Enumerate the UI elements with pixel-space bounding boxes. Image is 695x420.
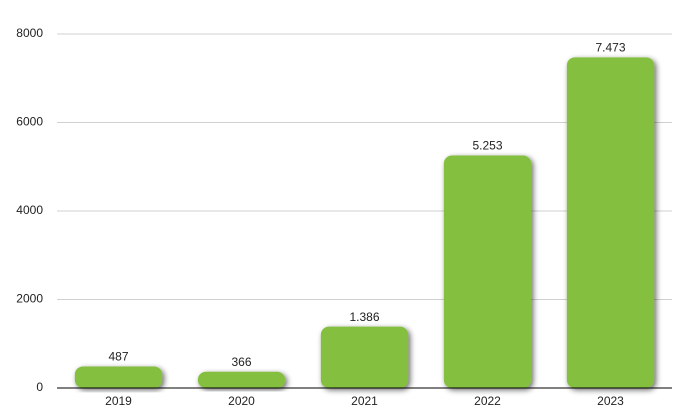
bar xyxy=(320,326,409,388)
y-tick-label: 8000 xyxy=(16,26,43,40)
bar xyxy=(197,371,286,388)
value-label: 366 xyxy=(231,355,251,369)
value-label: 487 xyxy=(108,350,128,364)
value-label: 7.473 xyxy=(595,40,625,54)
bar xyxy=(74,366,163,388)
bar xyxy=(443,155,532,388)
x-tick-label: 2019 xyxy=(105,394,132,408)
y-tick-label: 0 xyxy=(36,380,43,394)
bar xyxy=(566,57,655,388)
x-tick-label: 2023 xyxy=(597,394,624,408)
y-tick-label: 4000 xyxy=(16,203,43,217)
x-tick-label: 2021 xyxy=(351,394,378,408)
value-label: 1.386 xyxy=(349,310,379,324)
value-label: 5.253 xyxy=(472,139,502,153)
x-tick-label: 2020 xyxy=(228,394,255,408)
x-tick-label: 2022 xyxy=(474,394,501,408)
y-tick-label: 6000 xyxy=(16,115,43,129)
y-tick-label: 2000 xyxy=(16,292,43,306)
